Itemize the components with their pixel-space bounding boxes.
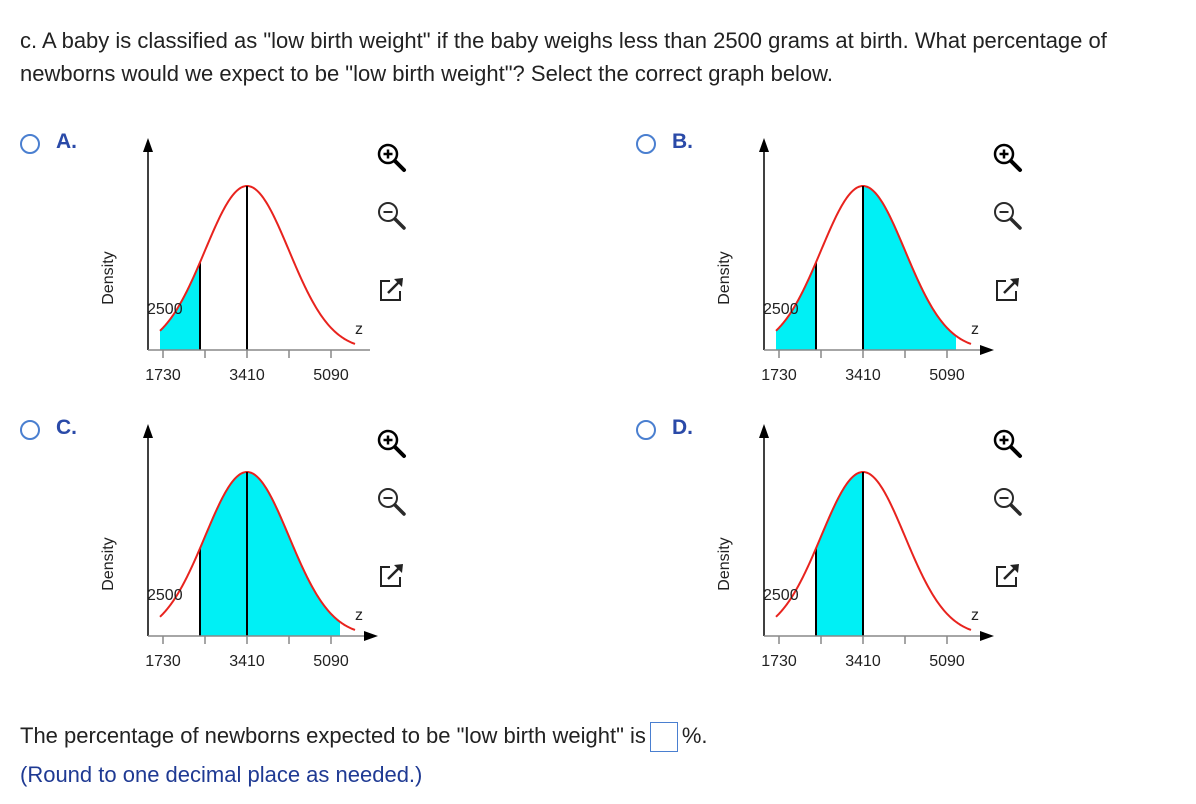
- option-a-tick-2: 3410: [229, 367, 265, 384]
- popout-icon: [996, 278, 1019, 301]
- option-b-radio[interactable]: [636, 134, 656, 154]
- option-c-zoom-in-button[interactable]: [374, 426, 408, 460]
- option-b-zoom-in-button[interactable]: [990, 140, 1024, 174]
- option-a-popout-button[interactable]: [374, 273, 408, 307]
- shaded-region-1: [160, 262, 200, 350]
- option-c-tick-2: 3410: [229, 653, 265, 670]
- option-a: A. Density z 2500 1730 3410 5090: [20, 128, 440, 398]
- answer-line: The percentage of newborns expected to b…: [20, 722, 708, 752]
- option-b-tick-2: 3410: [845, 367, 881, 384]
- option-c-graph: Density z 2500 1730 3410 5090: [100, 424, 378, 670]
- zoom-in-icon: [993, 143, 1022, 172]
- option-b-popout-button[interactable]: [990, 273, 1024, 307]
- option-b: B. Density z 2500 1730 3410 5090: [636, 128, 1056, 398]
- option-d-xlabel: z: [971, 607, 979, 624]
- option-b-xlabel: z: [971, 321, 979, 338]
- popout-icon: [380, 564, 403, 587]
- option-d-marker-label: 2500: [763, 587, 799, 604]
- option-c: C. Density z 2500 1730 3410 5090: [20, 414, 440, 684]
- shaded-region-2: [863, 186, 956, 350]
- option-c-tick-3: 5090: [313, 653, 349, 670]
- option-d-zoom-in-button[interactable]: [990, 426, 1024, 460]
- option-b-tick-3: 5090: [929, 367, 965, 384]
- rounding-note: (Round to one decimal place as needed.): [20, 762, 423, 787]
- option-b-marker-label: 2500: [763, 301, 799, 318]
- option-c-marker-label: 2500: [147, 587, 183, 604]
- zoom-out-icon: [994, 202, 1022, 230]
- zoom-in-icon: [377, 143, 406, 172]
- option-c-ylabel: Density: [100, 537, 117, 590]
- option-c-radio[interactable]: [20, 420, 40, 440]
- option-c-zoom-out-button[interactable]: [374, 484, 408, 518]
- option-d-tick-2: 3410: [845, 653, 881, 670]
- zoom-in-icon: [377, 429, 406, 458]
- zoom-out-icon: [994, 488, 1022, 516]
- shaded-region-1: [200, 472, 340, 636]
- shaded-region-1: [816, 472, 863, 636]
- question-text: c. A baby is classified as "low birth we…: [20, 28, 1107, 86]
- option-b-ylabel: Density: [716, 251, 733, 304]
- zoom-out-icon: [378, 202, 406, 230]
- popout-icon: [996, 564, 1019, 587]
- option-a-marker-label: 2500: [147, 301, 183, 318]
- answer-input[interactable]: [649, 722, 678, 752]
- option-d-popout-button[interactable]: [990, 559, 1024, 593]
- option-d: D. Density z 2500 1730 3410 5090: [636, 414, 1056, 684]
- zoom-in-icon: [993, 429, 1022, 458]
- option-b-graph: Density z 2500 1730 3410 5090: [716, 138, 994, 384]
- zoom-out-icon: [378, 488, 406, 516]
- option-a-ylabel: Density: [100, 251, 117, 304]
- option-d-tick-3: 5090: [929, 653, 965, 670]
- option-a-graph: Density z 2500 1730 3410 5090: [100, 138, 370, 384]
- option-b-letter[interactable]: B.: [672, 130, 693, 153]
- option-d-tick-1: 1730: [761, 653, 797, 670]
- answer-prefix: The percentage of newborns expected to b…: [20, 722, 646, 748]
- option-a-zoom-in-button[interactable]: [374, 140, 408, 174]
- option-d-radio[interactable]: [636, 420, 656, 440]
- option-c-popout-button[interactable]: [374, 559, 408, 593]
- popout-icon: [380, 278, 403, 301]
- option-d-graph: Density z 2500 1730 3410 5090: [716, 424, 994, 670]
- option-b-tick-1: 1730: [761, 367, 797, 384]
- option-c-xlabel: z: [355, 607, 363, 624]
- option-d-zoom-out-button[interactable]: [990, 484, 1024, 518]
- option-a-radio[interactable]: [20, 134, 40, 154]
- option-a-zoom-out-button[interactable]: [374, 198, 408, 232]
- option-d-letter[interactable]: D.: [672, 416, 693, 439]
- option-b-zoom-out-button[interactable]: [990, 198, 1024, 232]
- option-d-ylabel: Density: [716, 537, 733, 590]
- option-a-letter[interactable]: A.: [56, 130, 77, 153]
- option-c-tick-1: 1730: [145, 653, 181, 670]
- option-a-tick-1: 1730: [145, 367, 181, 384]
- shaded-region-1: [776, 262, 816, 350]
- option-a-tick-3: 5090: [313, 367, 349, 384]
- option-c-letter[interactable]: C.: [56, 416, 77, 439]
- option-a-xlabel: z: [355, 321, 363, 338]
- answer-suffix: %.: [681, 722, 708, 748]
